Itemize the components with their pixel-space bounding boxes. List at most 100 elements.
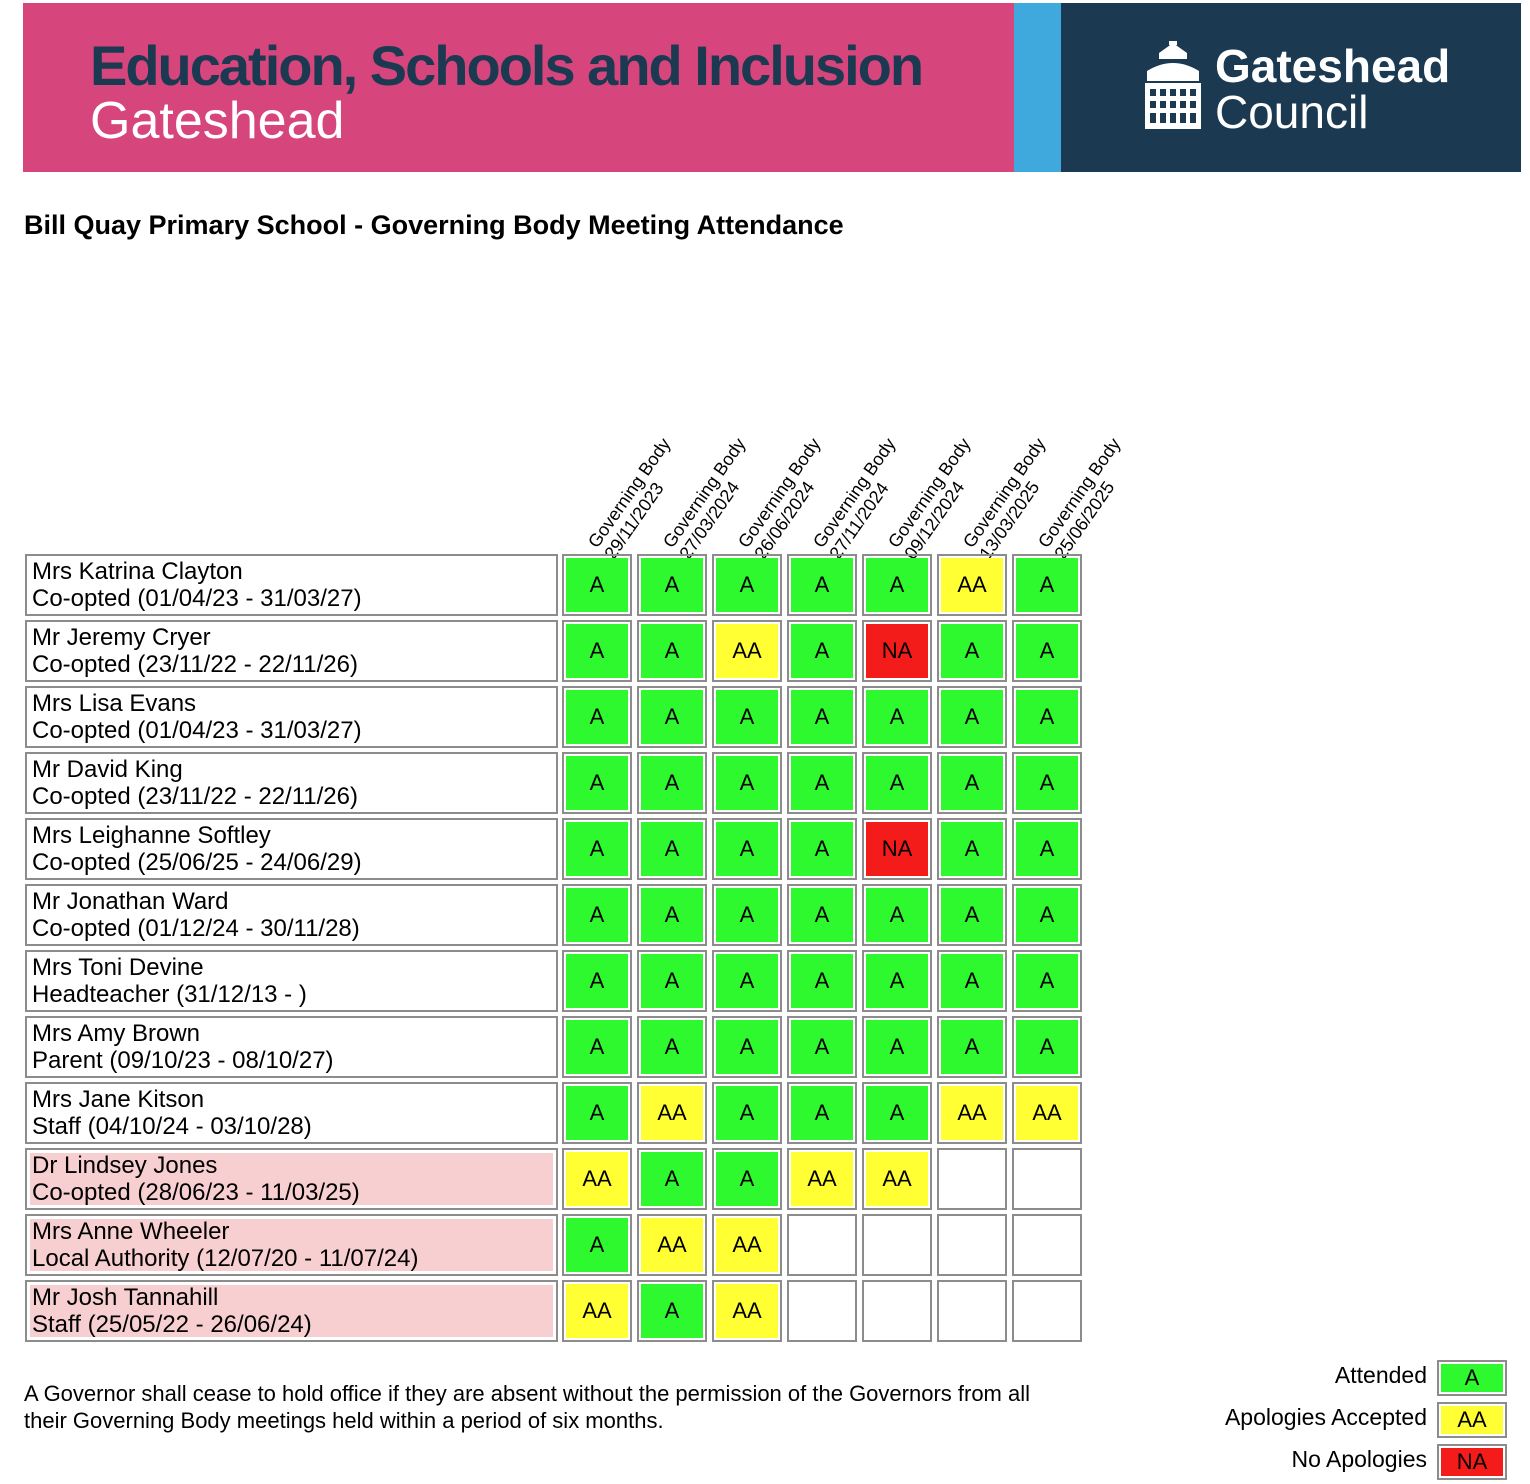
attendance-cell: A xyxy=(862,752,932,814)
attendance-fill xyxy=(566,756,628,810)
attendance-fill xyxy=(1016,624,1078,678)
governor-name: Mrs Lisa Evans xyxy=(32,690,197,717)
attendance-fill xyxy=(1016,822,1078,876)
attendance-code: A xyxy=(814,704,830,729)
governor-name: Mr Josh Tannahill xyxy=(32,1284,219,1311)
attendance-code: A xyxy=(889,1034,905,1059)
attendance-code: A xyxy=(814,572,830,597)
attendance-fill xyxy=(641,1152,703,1206)
attendance-fill xyxy=(566,1218,628,1272)
attendance-cell: A xyxy=(562,686,632,748)
attendance-code: A xyxy=(964,704,980,729)
attendance-code: A xyxy=(664,638,680,663)
attendance-cell: A xyxy=(862,1082,932,1144)
attendance-cell: A xyxy=(937,950,1007,1012)
attendance-code: AA xyxy=(882,1166,912,1191)
attendance-cell: A xyxy=(712,1016,782,1078)
attendance-cell: AA xyxy=(562,1148,632,1210)
attendance-fill xyxy=(716,756,778,810)
legend-swatch: NA xyxy=(1437,1444,1507,1480)
attendance-code: A xyxy=(739,1100,755,1125)
attendance-code: A xyxy=(814,638,830,663)
attendance-fill xyxy=(1016,1020,1078,1074)
attendance-cell: A xyxy=(712,554,782,616)
attendance-cell: A xyxy=(1012,554,1082,616)
attendance-fill xyxy=(941,1086,1003,1140)
attendance-code: A xyxy=(664,1166,680,1191)
attendance-cell: A xyxy=(937,1016,1007,1078)
attendance-code: A xyxy=(664,704,680,729)
former-governor-highlight xyxy=(30,1285,553,1337)
attendance-code: A xyxy=(589,638,605,663)
attendance-code: A xyxy=(964,1034,980,1059)
attendance-cell: NA xyxy=(862,818,932,880)
attendance-cell: A xyxy=(637,752,707,814)
governor-cell: Mrs Katrina Clayton Co-opted (01/04/23 - … xyxy=(25,554,558,616)
attendance-code: A xyxy=(739,968,755,993)
attendance-cell: A xyxy=(562,1214,632,1276)
attendance-cell: AA xyxy=(562,1280,632,1342)
attendance-fill xyxy=(941,624,1003,678)
legend-swatch: A xyxy=(1437,1360,1507,1396)
legend-code: NA xyxy=(1456,1449,1488,1474)
attendance-code: A xyxy=(964,902,980,927)
legend-label: No Apologies xyxy=(1291,1446,1427,1472)
attendance-cell: A xyxy=(712,884,782,946)
legend-code: AA xyxy=(1457,1407,1487,1432)
attendance-fill xyxy=(941,1152,1003,1206)
attendance-code: A xyxy=(889,770,905,795)
attendance-fill xyxy=(641,690,703,744)
attendance-cell: A xyxy=(787,554,857,616)
attendance-code: A xyxy=(1039,836,1055,861)
attendance-fill xyxy=(791,822,853,876)
governor-role: Local Authority (12/07/20 - 11/07/24) xyxy=(32,1245,419,1272)
attendance-fill xyxy=(566,1020,628,1074)
attendance-cell: A xyxy=(562,620,632,682)
attendance-cell: AA xyxy=(712,620,782,682)
attendance-code: AA xyxy=(1032,1100,1062,1125)
governor-role: Co-opted (23/11/22 - 22/11/26) xyxy=(32,783,358,810)
attendance-code: A xyxy=(814,968,830,993)
attendance-code: A xyxy=(739,572,755,597)
attendance-cell: A xyxy=(787,1016,857,1078)
attendance-fill xyxy=(941,1020,1003,1074)
legend-swatch-fill xyxy=(1441,1406,1503,1434)
attendance-cell xyxy=(787,1280,857,1342)
attendance-code: A xyxy=(1039,1034,1055,1059)
attendance-fill xyxy=(566,1152,628,1206)
attendance-cell: A xyxy=(637,554,707,616)
governor-cell: Mr Jonathan Ward Co-opted (01/12/24 - 30/… xyxy=(25,884,558,946)
governor-cell: Mr David King Co-opted (23/11/22 - 22/11/… xyxy=(25,752,558,814)
attendance-code: AA xyxy=(657,1100,687,1125)
attendance-code: A xyxy=(589,1034,605,1059)
attendance-code: A xyxy=(664,1034,680,1059)
governor-name: Mrs Katrina Clayton xyxy=(32,558,243,585)
attendance-fill xyxy=(1016,1152,1078,1206)
attendance-fill xyxy=(566,624,628,678)
page-title: Bill Quay Primary School - Governing Bod… xyxy=(24,210,844,240)
banner-navy-panel xyxy=(1061,3,1521,172)
attendance-code: AA xyxy=(807,1166,837,1191)
attendance-cell: A xyxy=(562,950,632,1012)
attendance-cell: A xyxy=(1012,752,1082,814)
attendance-fill xyxy=(641,624,703,678)
attendance-code: AA xyxy=(582,1166,612,1191)
attendance-code: A xyxy=(1039,572,1055,597)
governor-name: Mr David King xyxy=(32,756,183,783)
governor-role: Co-opted (01/04/23 - 31/03/27) xyxy=(32,585,362,612)
attendance-code: A xyxy=(889,704,905,729)
attendance-cell xyxy=(937,1148,1007,1210)
attendance-code: A xyxy=(889,1100,905,1125)
governor-cell: Mrs Amy Brown Parent (09/10/23 - 08/10/27… xyxy=(25,1016,558,1078)
governor-role: Headteacher (31/12/13 - ) xyxy=(32,981,307,1008)
attendance-fill xyxy=(566,558,628,612)
attendance-code: A xyxy=(664,572,680,597)
attendance-fill xyxy=(716,558,778,612)
attendance-code: A xyxy=(814,902,830,927)
attendance-cell: A xyxy=(712,950,782,1012)
attendance-cell: AA xyxy=(937,1082,1007,1144)
attendance-code: A xyxy=(739,1166,755,1191)
attendance-fill xyxy=(791,558,853,612)
attendance-cell: A xyxy=(637,884,707,946)
attendance-fill xyxy=(641,1218,703,1272)
